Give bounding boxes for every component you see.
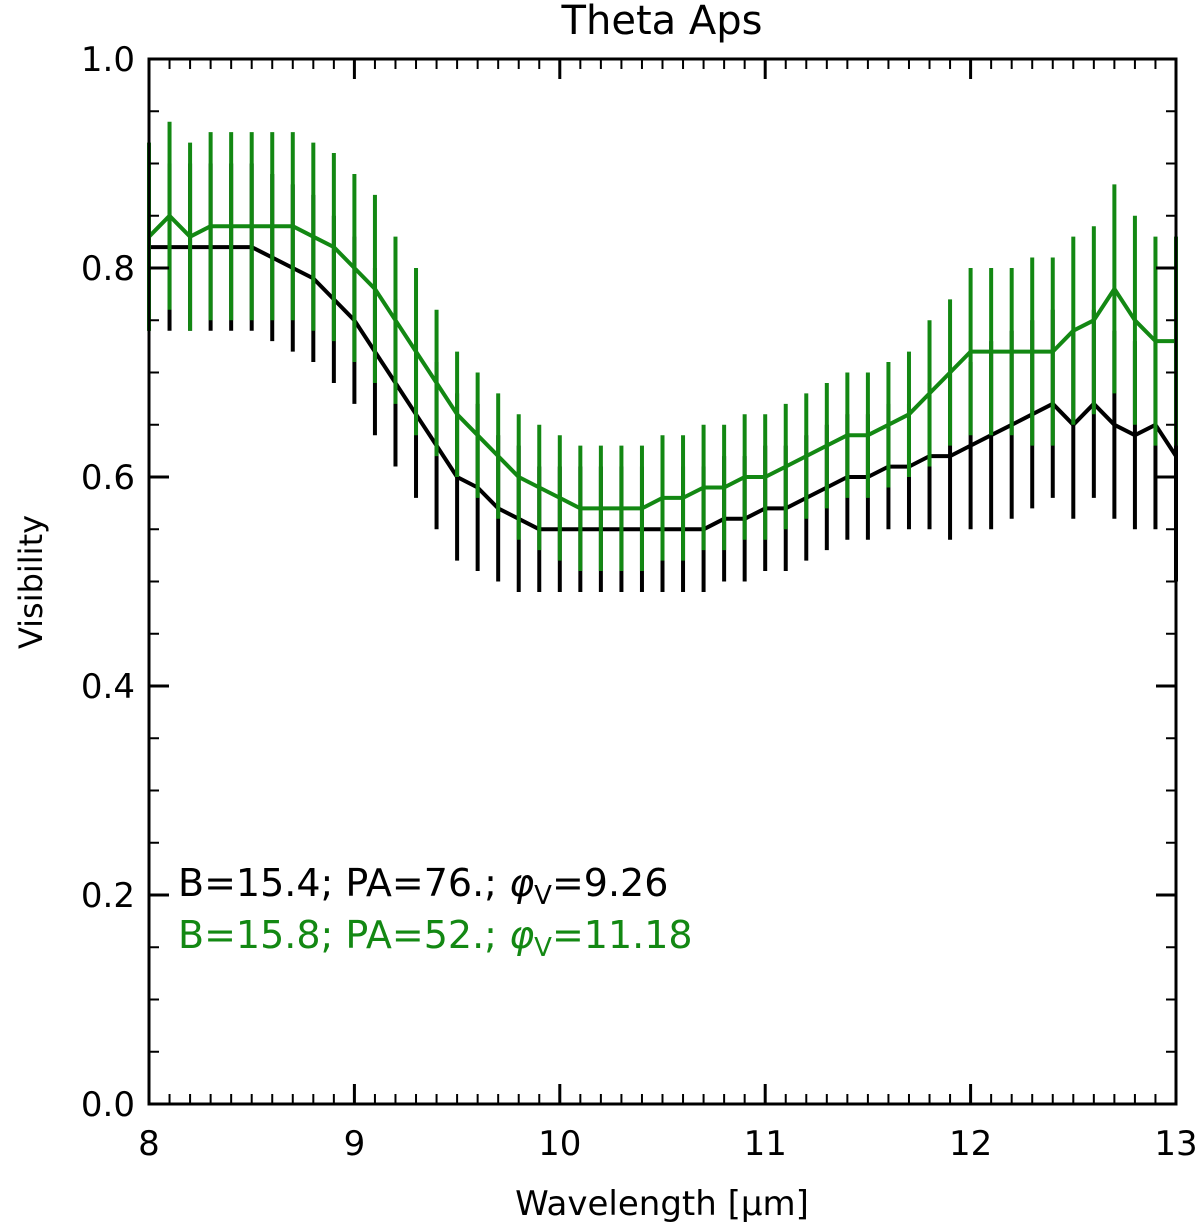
- legend-text-part: [497, 913, 509, 957]
- axis-ticks: 8 9 10 11 12 13 0.0 0.2 0.4 0.6 0.8 1.0: [81, 40, 1198, 1164]
- chart-title: Theta Aps: [561, 0, 763, 44]
- legend-entry: B=15.8; PA=52.; φV=11.18: [178, 913, 693, 963]
- legend-text-part: PA=76.;: [333, 861, 497, 905]
- y-tick-label: 0.8: [81, 249, 135, 289]
- legend-text-part: B=15.8;: [178, 913, 333, 957]
- series-2: [147, 121, 1178, 572]
- x-tick-label: 10: [538, 1124, 581, 1164]
- legend-text-part: PA=52.;: [333, 913, 497, 957]
- y-axis-label: Visibility: [12, 515, 50, 649]
- legend-phi-symbol: φ: [509, 861, 534, 905]
- legend-text-part: =11.18: [552, 913, 693, 957]
- x-tick-label: 9: [344, 1124, 366, 1164]
- y-tick-label: 0.6: [81, 458, 135, 498]
- legend-text-part: B=15.4;: [178, 861, 333, 905]
- x-tick-label: 13: [1154, 1124, 1197, 1164]
- y-tick-label: 0.0: [81, 1085, 135, 1125]
- x-tick-label: 11: [744, 1124, 787, 1164]
- x-axis-label: Wavelength [μm]: [515, 1184, 809, 1224]
- plot-layer: [147, 121, 1178, 592]
- x-tick-label: 12: [949, 1124, 992, 1164]
- y-tick-label: 0.4: [81, 667, 135, 707]
- legend-subscript: V: [534, 881, 552, 911]
- x-tick-label: 8: [138, 1124, 160, 1164]
- legend-subscript: V: [534, 933, 552, 963]
- legend-text-part: =9.26: [552, 861, 668, 905]
- y-tick-label: 1.0: [81, 40, 135, 80]
- legend-text-part: [497, 861, 509, 905]
- series-line: [147, 213, 1176, 511]
- legend: B=15.4; PA=76.; φV=9.26B=15.8; PA=52.; φ…: [178, 861, 693, 963]
- legend-entry: B=15.4; PA=76.; φV=9.26: [178, 861, 668, 911]
- legend-phi-symbol: φ: [509, 913, 534, 957]
- y-tick-label: 0.2: [81, 876, 135, 916]
